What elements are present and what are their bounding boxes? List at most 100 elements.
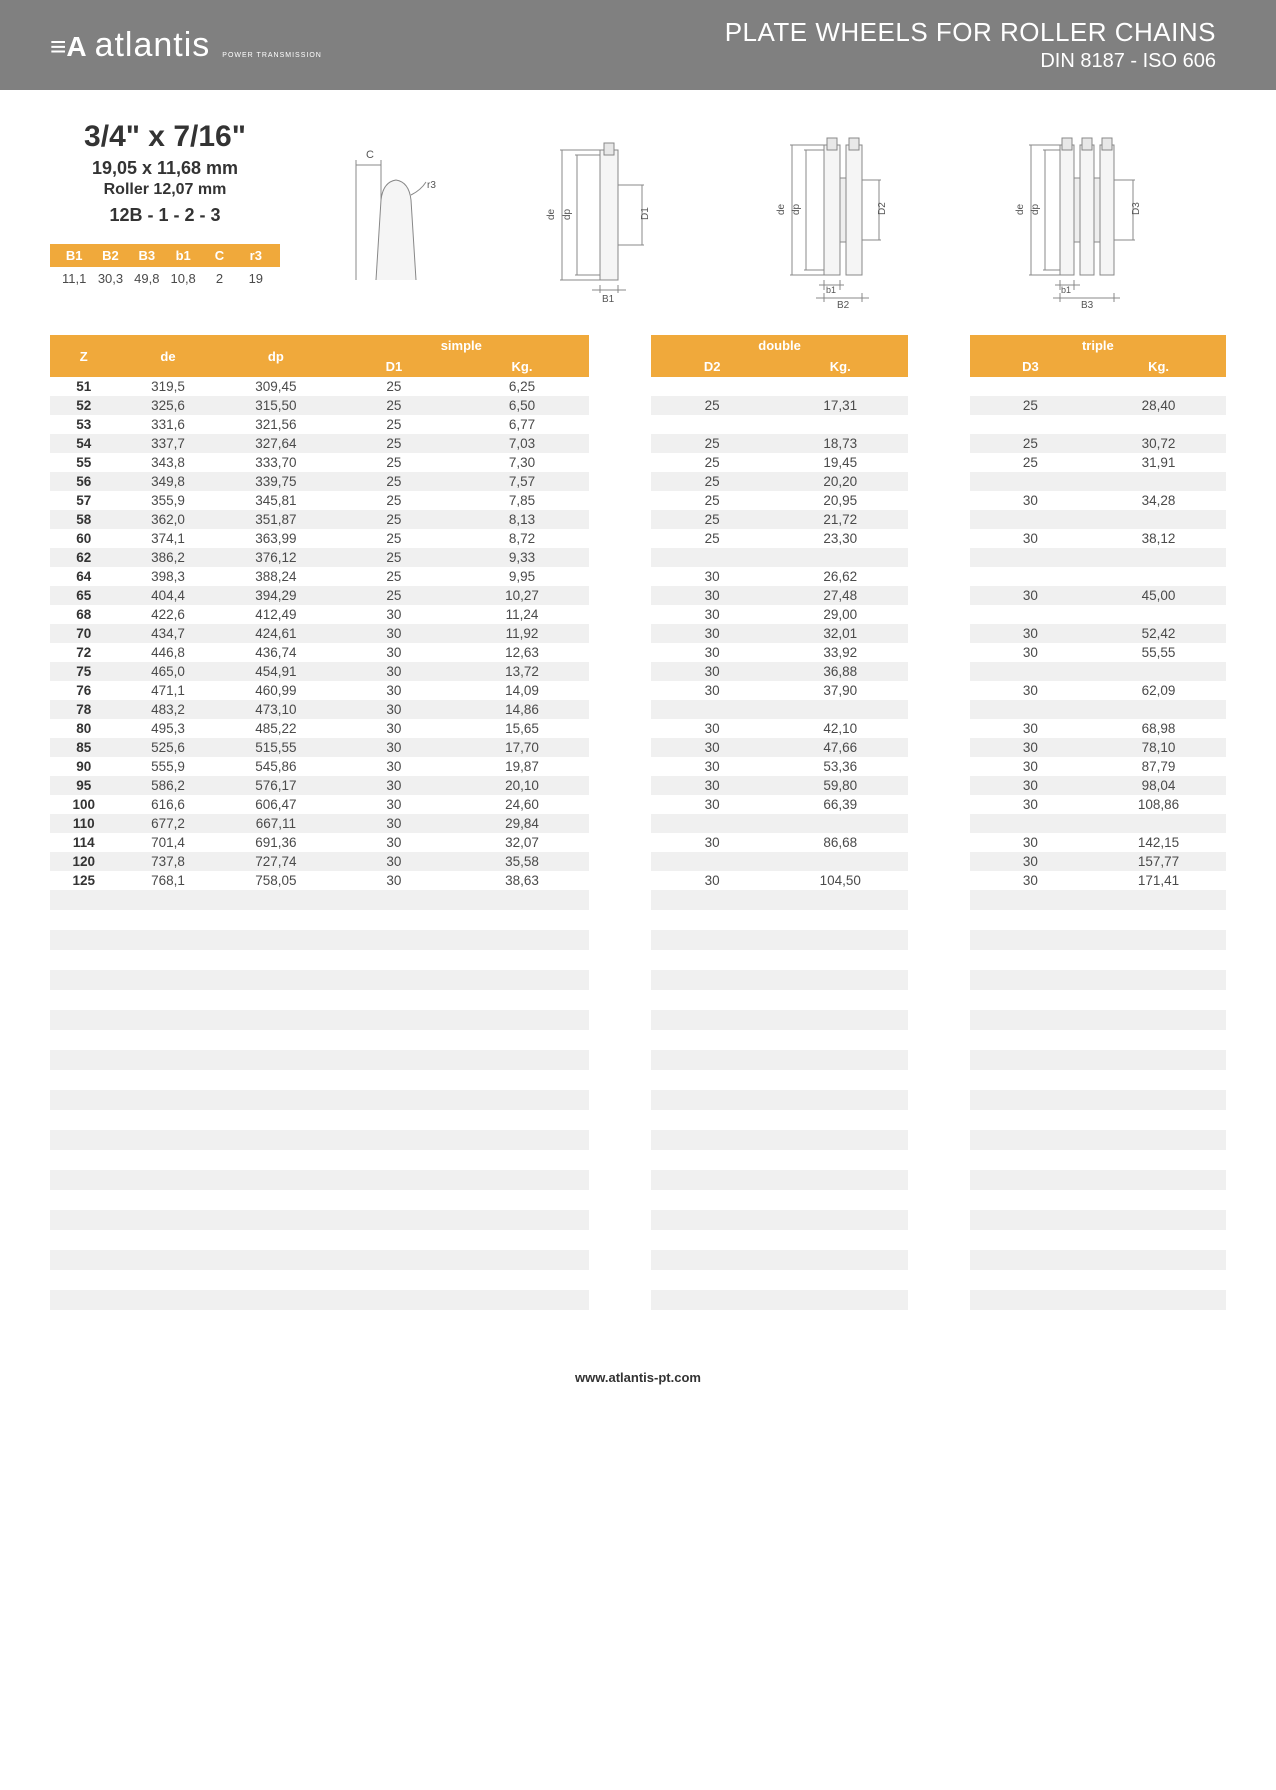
table-cell <box>908 415 970 434</box>
table-cell <box>651 1270 772 1290</box>
table-cell <box>908 1290 970 1310</box>
table-cell <box>651 970 772 990</box>
table-cell <box>333 1250 454 1270</box>
table-cell: 51 <box>50 377 117 396</box>
table-cell <box>908 719 970 738</box>
table-cell <box>219 1170 334 1190</box>
table-row <box>50 1270 1226 1290</box>
table-cell <box>50 890 117 910</box>
table-cell <box>50 1170 117 1190</box>
label-d2: D2 <box>877 202 888 215</box>
table-cell <box>908 1170 970 1190</box>
table-row: 120737,8727,743035,5830157,77 <box>50 852 1226 871</box>
table-cell <box>908 795 970 814</box>
table-cell <box>333 930 454 950</box>
spec-title: 3/4" x 7/16" <box>50 120 280 154</box>
table-cell: 616,6 <box>117 795 218 814</box>
table-cell <box>50 930 117 950</box>
table-cell <box>333 950 454 970</box>
table-cell <box>970 1210 1091 1230</box>
table-row <box>50 950 1226 970</box>
table-cell <box>50 1050 117 1070</box>
table-cell: 586,2 <box>117 776 218 795</box>
table-cell: 30 <box>651 662 772 681</box>
table-cell <box>1091 910 1226 930</box>
table-cell <box>117 1090 218 1110</box>
table-cell <box>773 377 908 396</box>
table-row: 70434,7424,613011,923032,013052,42 <box>50 624 1226 643</box>
table-cell: 7,85 <box>455 491 590 510</box>
table-cell <box>117 930 218 950</box>
table-cell <box>970 990 1091 1010</box>
table-cell <box>589 510 651 529</box>
table-cell: 54 <box>50 434 117 453</box>
table-cell: 7,57 <box>455 472 590 491</box>
table-cell <box>589 548 651 567</box>
th-de: de <box>117 335 218 377</box>
table-cell: 388,24 <box>219 567 334 586</box>
table-cell <box>970 1170 1091 1190</box>
table-cell <box>908 1050 970 1070</box>
table-cell <box>651 1310 772 1330</box>
table-cell <box>589 970 651 990</box>
table-cell <box>589 453 651 472</box>
table-cell: 404,4 <box>117 586 218 605</box>
table-cell <box>455 950 590 970</box>
table-cell: 11,92 <box>455 624 590 643</box>
table-cell: 110 <box>50 814 117 833</box>
table-cell: 30 <box>333 700 454 719</box>
table-row <box>50 970 1226 990</box>
spec-line3: Roller 12,07 mm <box>50 181 280 199</box>
table-cell <box>773 1010 908 1030</box>
table-cell: 30 <box>333 871 454 890</box>
table-row: 52325,6315,50256,502517,312528,40 <box>50 396 1226 415</box>
table-row <box>50 1290 1226 1310</box>
table-row: 78483,2473,103014,86 <box>50 700 1226 719</box>
table-cell <box>651 814 772 833</box>
table-cell <box>219 1190 334 1210</box>
table-cell: 30 <box>651 871 772 890</box>
table-cell <box>773 1150 908 1170</box>
table-cell <box>651 852 772 871</box>
table-cell <box>50 1190 117 1210</box>
table-cell: 31,91 <box>1091 453 1226 472</box>
table-cell <box>455 1170 590 1190</box>
table-cell: 78,10 <box>1091 738 1226 757</box>
table-cell <box>1091 548 1226 567</box>
small-td: 10,8 <box>165 271 201 286</box>
table-cell: 72 <box>50 643 117 662</box>
table-cell: 33,92 <box>773 643 908 662</box>
table-cell: 386,2 <box>117 548 218 567</box>
table-cell <box>908 377 970 396</box>
table-cell <box>50 1250 117 1270</box>
table-cell: 327,64 <box>219 434 334 453</box>
table-cell <box>908 910 970 930</box>
th-kg1: Kg. <box>455 356 590 377</box>
table-row: 114701,4691,363032,073086,6830142,15 <box>50 833 1226 852</box>
table-cell <box>50 1230 117 1250</box>
table-cell <box>333 1030 454 1050</box>
table-cell <box>908 950 970 970</box>
table-row <box>50 1250 1226 1270</box>
table-cell: 30 <box>651 833 772 852</box>
table-cell: 114 <box>50 833 117 852</box>
table-cell <box>970 1030 1091 1050</box>
table-cell: 19,45 <box>773 453 908 472</box>
table-cell <box>970 950 1091 970</box>
table-cell: 35,58 <box>455 852 590 871</box>
table-row <box>50 1050 1226 1070</box>
table-cell <box>219 1150 334 1170</box>
table-cell: 331,6 <box>117 415 218 434</box>
table-cell <box>1091 415 1226 434</box>
table-cell: 125 <box>50 871 117 890</box>
table-cell: 30 <box>333 776 454 795</box>
table-cell: 6,25 <box>455 377 590 396</box>
table-cell: 86,68 <box>773 833 908 852</box>
table-cell <box>651 1030 772 1050</box>
table-cell <box>908 548 970 567</box>
table-cell <box>219 1270 334 1290</box>
table-cell <box>970 910 1091 930</box>
table-cell <box>970 1310 1091 1330</box>
table-cell <box>773 1270 908 1290</box>
table-cell <box>117 1010 218 1030</box>
